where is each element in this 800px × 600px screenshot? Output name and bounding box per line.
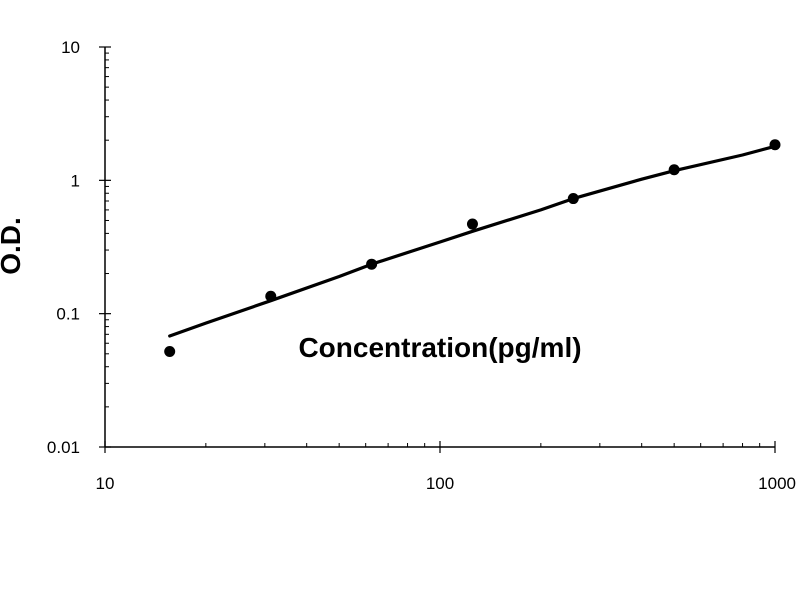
x-tick-label: 10 — [96, 474, 115, 493]
data-point — [668, 164, 680, 176]
x-axis-title: Concentration(pg/ml) — [298, 332, 581, 363]
fit-curve-line — [168, 144, 777, 338]
y-axis-title: O.D. — [0, 217, 26, 275]
x-tick-label: 100 — [426, 474, 454, 493]
y-tick-label: 0.01 — [47, 438, 80, 457]
y-tick-label: 0.1 — [56, 305, 80, 324]
fit-curve-group — [168, 144, 777, 338]
y-tick-label: 10 — [61, 38, 80, 57]
axis-ticks — [99, 46, 776, 453]
tick-labels: 0.01 0.1 1 10 10 100 1000 — [47, 38, 796, 493]
y-tick-label: 1 — [71, 171, 80, 190]
data-points — [164, 139, 781, 358]
data-point — [466, 218, 478, 230]
data-point — [164, 346, 176, 358]
data-point — [366, 258, 378, 270]
axes — [104, 47, 775, 448]
data-point — [567, 193, 579, 205]
x-tick-label: 1000 — [758, 474, 796, 493]
data-point — [265, 290, 277, 302]
data-point — [769, 139, 781, 151]
